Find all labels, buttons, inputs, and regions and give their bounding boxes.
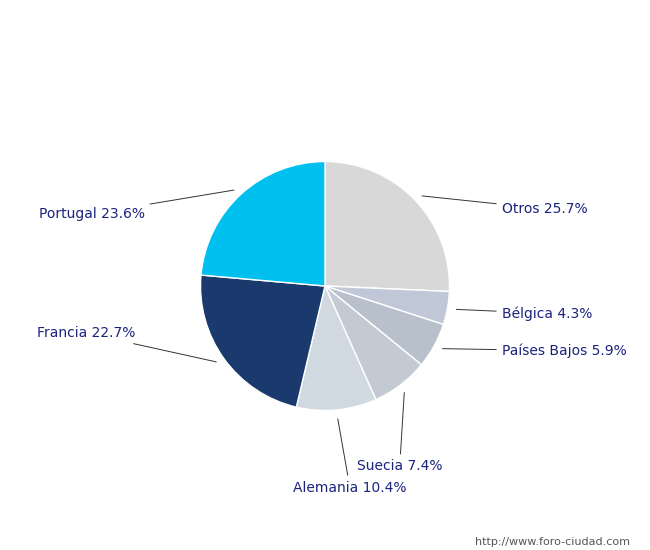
Text: Bélgica 4.3%: Bélgica 4.3% [456,306,592,321]
Text: Suecia 7.4%: Suecia 7.4% [357,393,443,474]
Wedge shape [325,286,443,365]
Text: Alemania 10.4%: Alemania 10.4% [293,419,407,494]
Text: http://www.foro-ciudad.com: http://www.foro-ciudad.com [476,537,630,547]
Text: Portugal 23.6%: Portugal 23.6% [38,190,234,221]
Wedge shape [325,162,449,292]
Wedge shape [201,162,325,286]
Wedge shape [325,286,449,324]
Text: Otros 25.7%: Otros 25.7% [422,196,588,216]
Wedge shape [325,286,421,400]
Text: Países Bajos 5.9%: Países Bajos 5.9% [443,344,627,358]
Text: Alaejos - Turistas extranjeros según país - Octubre de 2024: Alaejos - Turistas extranjeros según paí… [67,18,583,37]
Text: Francia 22.7%: Francia 22.7% [38,326,216,362]
Wedge shape [296,286,376,410]
Wedge shape [201,275,325,407]
